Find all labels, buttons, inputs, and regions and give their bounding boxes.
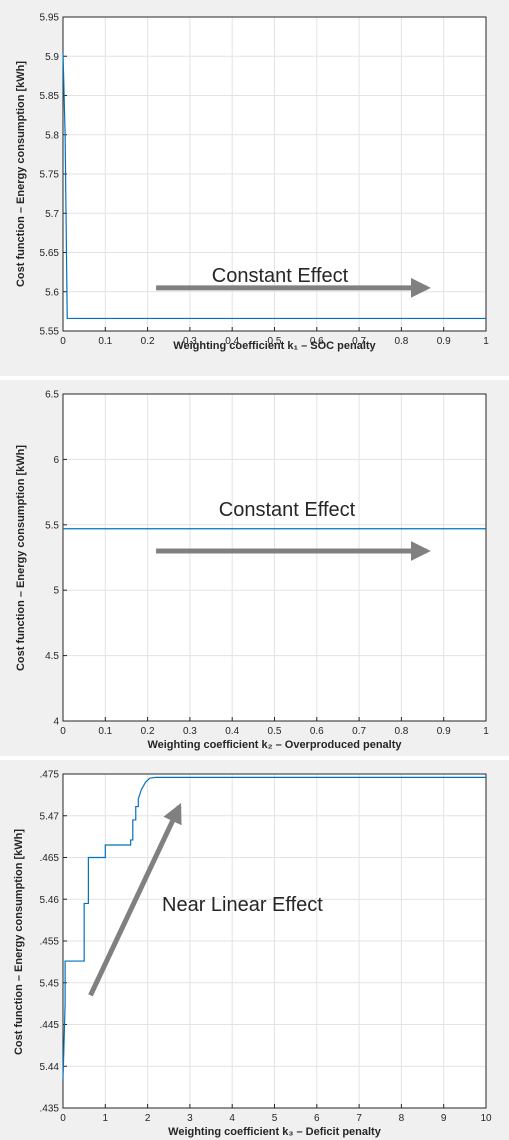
x-tick-label: 1 (483, 726, 489, 737)
x-tick-label: 8 (399, 1113, 405, 1124)
effect-annotation: Constant Effect (219, 499, 356, 521)
y-tick-label: .435 (40, 1104, 60, 1115)
y-tick-label: 5.55 (40, 327, 60, 338)
x-tick-label: 9 (441, 1113, 447, 1124)
chart-panel-k1: 0 0.1 0.2 0.3 0.4 0.5 0.6 0.7 0.8 0.9 1 5.55 5.6 5.65… (0, 0, 509, 376)
effect-annotation: Near Linear Effect (162, 894, 323, 916)
x-tick-label: 2 (145, 1113, 151, 1124)
x-tick-label: 6 (314, 1113, 320, 1124)
x-tick-label: 3 (187, 1113, 193, 1124)
x-tick-label: 0.7 (352, 726, 366, 737)
y-axis-label: Cost function – Energy consumption [kWh] (15, 61, 27, 287)
chart-panel-k2: 0 0.1 0.2 0.3 0.4 0.5 0.6 0.7 0.8 0.9 1 4 4.5 5 5.5 6 6.… (0, 380, 509, 756)
x-tick-label: 5 (272, 1113, 278, 1124)
series-line (62, 52, 486, 320)
y-tick-label: 5.47 (40, 811, 60, 822)
y-tick-label: .465 (40, 853, 60, 864)
x-tick-label: 1 (483, 336, 489, 347)
y-tick-label: .445 (40, 1020, 60, 1031)
x-tick-label: 0.7 (352, 336, 366, 347)
y-tick-label: 5.8 (45, 130, 59, 141)
x-tick-label: 0.1 (98, 336, 112, 347)
y-tick-label: 5.44 (40, 1062, 60, 1073)
y-tick-label: 6.5 (45, 390, 59, 401)
x-tick-label: 10 (480, 1113, 492, 1124)
y-tick-label: 4.5 (45, 651, 59, 662)
x-axis-label: Weighting coefficient k₁ – SOC penalty (173, 340, 376, 352)
y-tick-label: 5.75 (40, 170, 60, 181)
y-tick-label: 5.85 (40, 91, 60, 102)
x-tick-label: 0.9 (437, 336, 451, 347)
chart-k1-soc-penalty: 0 0.1 0.2 0.3 0.4 0.5 0.6 0.7 0.8 0.9 1 5.55 5.6 5.65… (15, 13, 489, 353)
x-tick-label: 0 (60, 726, 66, 737)
axes-frame (62, 393, 487, 722)
y-tick-label: 5.6 (45, 287, 59, 298)
x-tick-label: 7 (356, 1113, 362, 1124)
effect-annotation: Constant Effect (212, 265, 349, 287)
y-tick-label: 5.7 (45, 209, 59, 220)
effect-arrow (88, 802, 182, 997)
chart-k3-deficit-penalty: 0 1 2 3 4 5 6 7 8 9 10 .435 5.44 .445 5.45 .455 5.46 .465… (13, 770, 492, 1139)
x-tick-label: 4 (229, 1113, 235, 1124)
x-tick-label: 0.4 (225, 726, 239, 737)
x-tick-label: 0.4 (225, 336, 239, 347)
y-tick-label: 5.95 (40, 13, 60, 24)
x-tick-label: 0.1 (98, 726, 112, 737)
x-tick-label: 0.5 (268, 336, 282, 347)
x-tick-label: 0.8 (394, 726, 408, 737)
x-tick-label: 0.6 (310, 726, 324, 737)
series-line (62, 776, 486, 1079)
x-tick-label: 0.5 (268, 726, 282, 737)
y-tick-label: 5.65 (40, 248, 60, 259)
x-tick-label: 0.8 (394, 336, 408, 347)
axes-frame (62, 16, 487, 332)
x-tick-label: 0.3 (183, 336, 197, 347)
y-tick-label: 4 (53, 717, 59, 728)
chart-k2-overproduced-penalty: 0 0.1 0.2 0.3 0.4 0.5 0.6 0.7 0.8 0.9 1 4 4.5 5 5.5 6 6.… (15, 390, 489, 752)
y-tick-label: .455 (40, 937, 60, 948)
x-axis-label: Weighting coefficient k₂ – Overproduced … (147, 739, 402, 751)
x-tick-label: 0.9 (437, 726, 451, 737)
x-tick-label: 1 (103, 1113, 109, 1124)
y-tick-label: 5.45 (40, 978, 60, 989)
x-tick-label: 0.6 (310, 336, 324, 347)
x-tick-label: 0.2 (141, 336, 155, 347)
axes-frame (62, 773, 487, 1109)
y-tick-label: .475 (40, 770, 60, 781)
y-tick-label: 5.9 (45, 52, 59, 63)
y-tick-label: 6 (53, 455, 59, 466)
x-tick-label: 0.3 (183, 726, 197, 737)
y-axis-label: Cost function – Energy consumption [kWh] (15, 445, 27, 671)
y-tick-label: 5.5 (45, 520, 59, 531)
x-tick-label: 0 (60, 336, 66, 347)
x-tick-label: 0 (60, 1113, 66, 1124)
y-tick-label: 5.46 (40, 895, 60, 906)
x-tick-label: 0.2 (141, 726, 155, 737)
y-tick-label: 5 (53, 586, 59, 597)
x-axis-label: Weighting coefficient k₃ – Deficit penal… (168, 1126, 382, 1138)
chart-panel-k3: 0 1 2 3 4 5 6 7 8 9 10 .435 5.44 .445 5.45 .455 5.46 .465… (0, 760, 509, 1140)
y-axis-label: Cost function – Energy consumption [kWh] (13, 829, 25, 1055)
